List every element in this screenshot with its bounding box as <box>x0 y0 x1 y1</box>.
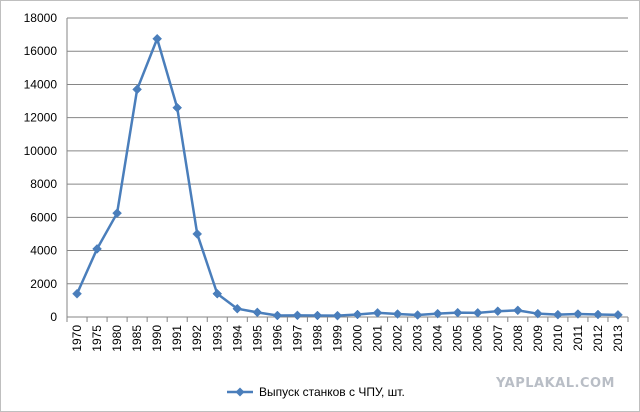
y-tick-label: 2000 <box>30 277 57 291</box>
x-tick-label: 1993 <box>210 325 224 352</box>
legend: Выпуск станков с ЧПУ, шт. <box>227 385 405 399</box>
data-point <box>272 310 283 321</box>
data-point <box>252 307 263 318</box>
series-layer <box>72 33 623 321</box>
y-tick-label: 6000 <box>30 210 57 224</box>
x-tick-label: 2005 <box>451 325 465 352</box>
watermark: YAPLAKAL.COM <box>496 376 615 391</box>
data-point <box>152 33 163 44</box>
y-axis-tick-labels: 0 2000 4000 6000 8000 10000 12000 14000 16000 180… <box>24 11 58 324</box>
x-tick-label: 1994 <box>230 325 244 352</box>
data-point <box>112 208 122 219</box>
y-tick-label: 12000 <box>24 111 58 125</box>
data-point <box>192 229 203 239</box>
data-point <box>72 288 82 299</box>
axes <box>66 18 629 322</box>
x-tick-label: 2010 <box>551 325 565 352</box>
x-tick-label: 1997 <box>290 325 304 352</box>
data-point <box>132 84 142 95</box>
data-point <box>472 307 483 318</box>
x-tick-label: 2002 <box>391 325 405 352</box>
x-tick-label: 1992 <box>190 325 204 352</box>
data-point <box>512 305 523 316</box>
data-point <box>232 303 243 314</box>
x-tick-label: 2011 <box>571 325 585 351</box>
data-point <box>412 310 423 320</box>
y-tick-label: 8000 <box>30 177 57 191</box>
y-tick-label: 4000 <box>30 244 57 258</box>
x-tick-label: 2008 <box>511 325 525 352</box>
data-point <box>172 102 183 113</box>
x-tick-label: 1975 <box>90 325 104 352</box>
y-tick-label: 0 <box>50 310 57 324</box>
data-point <box>352 309 363 320</box>
data-point <box>613 309 623 320</box>
y-tick-label: 14000 <box>24 77 58 91</box>
x-tick-label: 2007 <box>491 325 505 352</box>
x-tick-label: 1985 <box>130 325 144 352</box>
legend-label: Выпуск станков с ЧПУ, шт. <box>259 385 405 399</box>
legend-marker <box>235 387 245 397</box>
data-point <box>532 308 543 319</box>
x-tick-label: 1996 <box>270 325 284 352</box>
x-tick-label: 1995 <box>250 325 264 352</box>
data-point <box>573 309 583 319</box>
data-point <box>372 307 383 318</box>
x-tick-label: 1998 <box>310 325 324 352</box>
y-tick-label: 18000 <box>24 11 58 25</box>
x-tick-label: 1990 <box>150 325 164 352</box>
x-axis-tick-labels: 1970 1975 1980 1985 1990 1991 1992 1993 1994 1995… <box>70 325 625 352</box>
data-point <box>392 309 403 319</box>
x-tick-label: 2004 <box>431 325 445 352</box>
data-point <box>593 309 603 320</box>
data-point <box>312 310 323 321</box>
data-point <box>432 308 443 319</box>
x-tick-label: 1991 <box>170 325 184 352</box>
data-point <box>332 310 343 321</box>
x-tick-label: 1970 <box>70 325 84 352</box>
data-point <box>292 310 303 321</box>
y-tick-label: 10000 <box>24 144 58 158</box>
data-point <box>452 307 463 318</box>
x-tick-label: 1980 <box>110 325 124 352</box>
data-point <box>92 244 102 254</box>
x-tick-label: 2000 <box>351 325 365 352</box>
x-tick-label: 1999 <box>330 325 344 352</box>
x-tick-label: 2001 <box>371 325 385 352</box>
data-point <box>553 309 563 320</box>
series-line <box>75 37 619 317</box>
gridlines <box>67 17 628 285</box>
x-tick-label: 2003 <box>411 325 425 352</box>
x-tick-label: 2013 <box>611 325 625 352</box>
x-tick-label: 2009 <box>531 325 545 352</box>
y-tick-label: 16000 <box>24 44 58 58</box>
data-point <box>212 288 223 299</box>
data-point <box>492 306 503 317</box>
x-tick-label: 2006 <box>471 325 485 352</box>
x-tick-label: 2012 <box>591 325 605 352</box>
